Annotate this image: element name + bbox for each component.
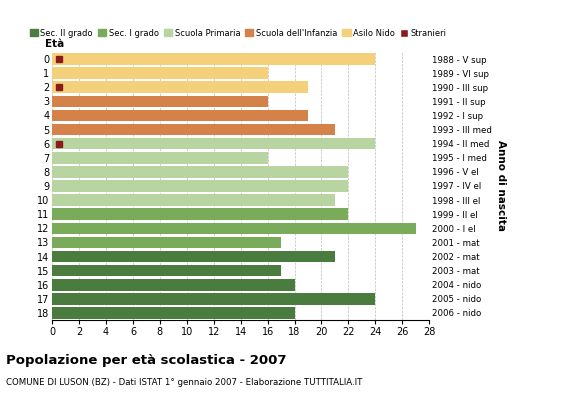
Bar [52,237,281,248]
Bar [52,194,335,206]
Bar [52,82,308,93]
Bar [52,293,375,305]
Bar [52,251,335,262]
Bar [52,265,281,276]
Bar [52,67,267,79]
Bar [52,96,267,107]
Bar [52,208,349,220]
Text: COMUNE DI LUSON (BZ) - Dati ISTAT 1° gennaio 2007 - Elaborazione TUTTITALIA.IT: COMUNE DI LUSON (BZ) - Dati ISTAT 1° gen… [6,378,362,387]
Bar [52,110,308,121]
Bar [52,180,349,192]
Y-axis label: Anno di nascita: Anno di nascita [496,140,506,232]
Bar [52,279,295,290]
Text: Età: Età [45,39,65,49]
Legend: Sec. II grado, Sec. I grado, Scuola Primaria, Scuola dell'Infanzia, Asilo Nido, : Sec. II grado, Sec. I grado, Scuola Prim… [26,25,450,41]
Bar [52,222,416,234]
Bar [52,152,267,164]
Text: Popolazione per età scolastica - 2007: Popolazione per età scolastica - 2007 [6,354,287,367]
Bar [52,53,375,65]
Bar [52,124,335,135]
Bar [52,138,375,150]
Bar [52,166,349,178]
Bar [52,307,295,319]
